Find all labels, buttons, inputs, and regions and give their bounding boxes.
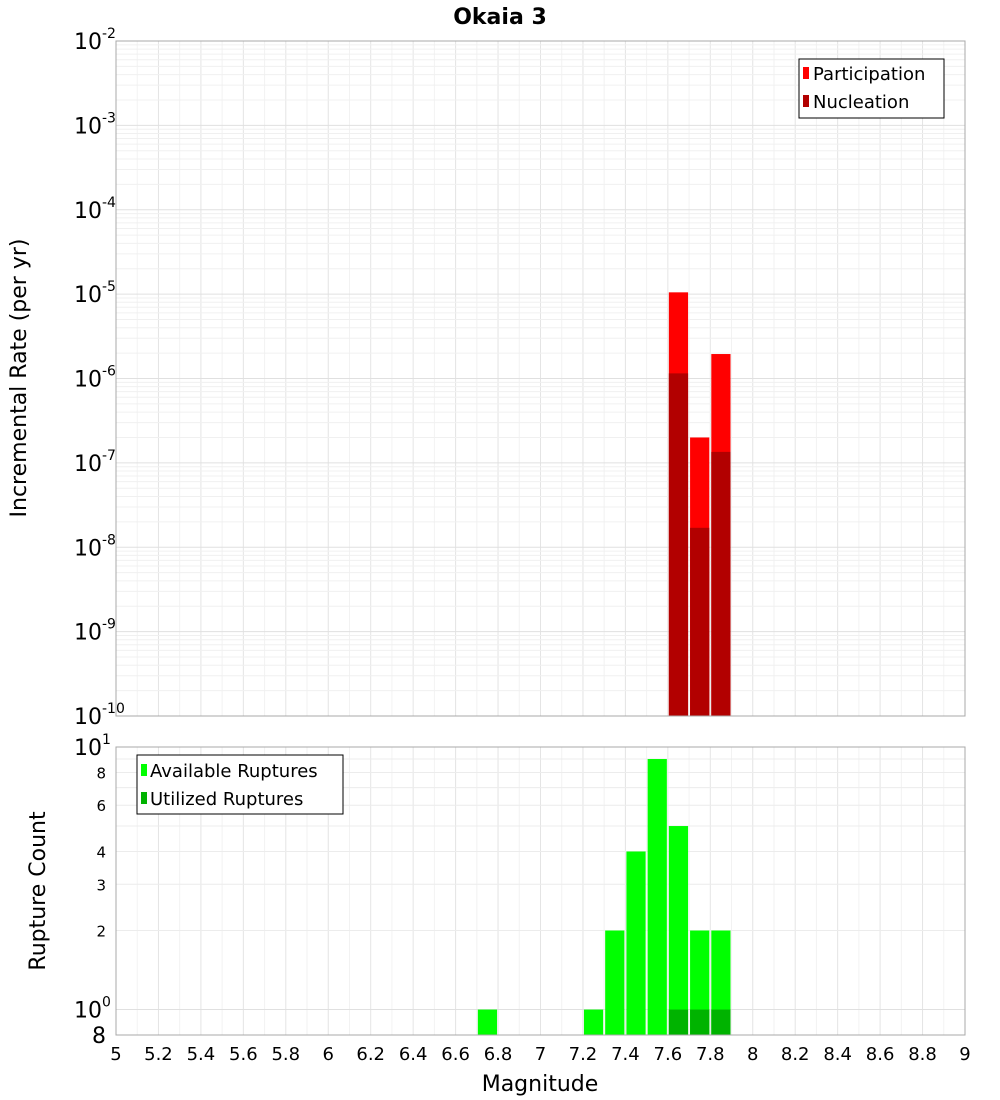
- x-tick-label: 8.8: [908, 1044, 937, 1065]
- x-tick-label: 7.4: [611, 1044, 640, 1065]
- nucleation-bar: [711, 451, 731, 716]
- rate-y-tick-label: 10-4: [74, 195, 116, 224]
- x-tick-label: 7.2: [569, 1044, 598, 1065]
- available-legend-swatch: [141, 764, 147, 776]
- x-tick-label: 8.2: [781, 1044, 810, 1065]
- x-tick-label: 5.6: [229, 1044, 258, 1065]
- available-ruptures-bar: [668, 826, 689, 1035]
- x-tick-label: 7.6: [654, 1044, 683, 1065]
- nucleation-legend-label: Nucleation: [813, 92, 909, 113]
- utilized-ruptures-bar: [690, 1009, 710, 1035]
- rate-y-tick-label: 10-8: [74, 532, 116, 561]
- count-plot-frame: [115, 746, 966, 1036]
- x-tick-label: 5.4: [187, 1044, 216, 1065]
- count-y-tick-label: 3: [96, 876, 106, 894]
- available-ruptures-bar: [711, 930, 731, 1035]
- x-tick-label: 6: [323, 1044, 334, 1065]
- count-y-tick-label: 8: [92, 1024, 106, 1049]
- utilized-legend-label: Utilized Ruptures: [150, 789, 303, 810]
- x-tick-label: 8.4: [823, 1044, 852, 1065]
- rate-y-tick-label: 10-10: [74, 701, 125, 730]
- count-y-tick-label: 100: [74, 995, 111, 1024]
- rate-plot-frame: [115, 40, 966, 717]
- rate-y-tick-label: 10-5: [74, 279, 116, 308]
- x-tick-label: 6.2: [356, 1044, 385, 1065]
- rate-plot-legend: Participation Nucleation: [798, 58, 945, 119]
- x-tick-label: 6.6: [441, 1044, 470, 1065]
- participation-legend-label: Participation: [813, 64, 925, 85]
- x-tick-label: 5: [110, 1044, 121, 1065]
- nucleation-legend-swatch: [803, 95, 809, 107]
- x-tick-label: 6.4: [399, 1044, 428, 1065]
- rate-y-tick-label: 10-3: [74, 110, 116, 139]
- rate-y-tick-label: 10-9: [74, 617, 116, 646]
- count-plot-legend: Available Ruptures Utilized Ruptures: [136, 754, 344, 815]
- rate-legend-box: [798, 58, 945, 119]
- count-plot-x-ticks: 5 5.2 5.4 5.6 5.8 6 6.2 6.4 6.6 6.8 7 7.2 7.4 7.6 7.8 8…: [110, 1044, 970, 1065]
- utilized-ruptures-bar: [668, 1009, 689, 1035]
- rate-y-tick-label: 10-2: [74, 26, 116, 55]
- count-y-tick-label: 101: [74, 732, 111, 761]
- utilized-legend-swatch: [141, 792, 147, 804]
- rate-plot-bars: [668, 292, 731, 716]
- nucleation-bar: [668, 373, 689, 716]
- available-ruptures-bar: [477, 1009, 498, 1035]
- rate-y-tick-label: 10-7: [74, 448, 116, 477]
- x-tick-label: 5.8: [271, 1044, 300, 1065]
- available-ruptures-bar: [647, 759, 667, 1035]
- rate-plot: 10-2 10-3 10-4 10-5 10-6 10-7 10-8 10-9 10-10 In…: [7, 26, 966, 730]
- count-y-tick-label: 8: [96, 764, 106, 782]
- participation-legend-swatch: [803, 67, 809, 79]
- x-tick-label: 7.8: [696, 1044, 725, 1065]
- rate-plot-y-ticks: 10-2 10-3 10-4 10-5 10-6 10-7 10-8 10-9 10-10: [74, 26, 125, 730]
- rate-plot-y-axis-label: Incremental Rate (per yr): [7, 239, 32, 518]
- count-plot-bars: [477, 759, 731, 1035]
- rate-plot-grid: [116, 41, 965, 716]
- count-y-tick-label: 6: [96, 797, 106, 815]
- x-tick-label: 5.2: [144, 1044, 173, 1065]
- x-tick-label: 7: [535, 1044, 546, 1065]
- rate-y-tick-label: 10-6: [74, 364, 116, 393]
- available-ruptures-bar: [690, 930, 710, 1035]
- chart-title: Okaia 3: [453, 5, 547, 30]
- x-tick-label: 8: [747, 1044, 758, 1065]
- nucleation-bar: [690, 527, 710, 716]
- x-tick-label: 9: [959, 1044, 970, 1065]
- count-plot-y-axis-label: Rupture Count: [26, 811, 51, 971]
- utilized-ruptures-bar: [711, 1009, 731, 1035]
- x-axis-label: Magnitude: [482, 1072, 599, 1097]
- x-tick-label: 6.8: [484, 1044, 513, 1065]
- available-legend-label: Available Ruptures: [150, 761, 318, 782]
- x-tick-label: 8.6: [866, 1044, 895, 1065]
- count-y-tick-label: 2: [96, 923, 106, 941]
- available-ruptures-bar: [626, 851, 646, 1035]
- available-ruptures-bar: [605, 930, 625, 1035]
- count-y-tick-label: 4: [96, 843, 106, 861]
- count-legend-box: [136, 754, 344, 815]
- available-ruptures-bar: [583, 1009, 604, 1035]
